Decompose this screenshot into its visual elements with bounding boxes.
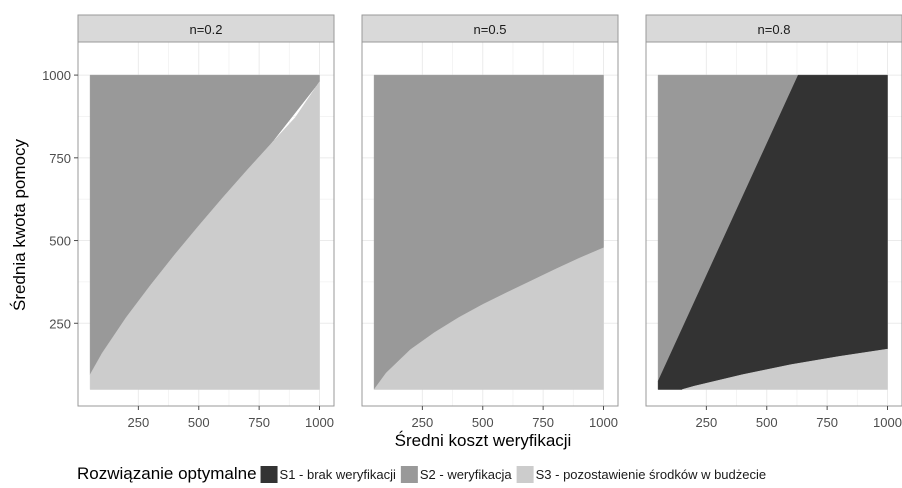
- y-tick-label: 250: [49, 316, 71, 331]
- facet-panel: n=0.5 250 500 750 1000: [361, 14, 619, 430]
- x-tick-label: 250: [412, 415, 434, 430]
- facet-strip-label: n=0.8: [758, 22, 791, 37]
- x-tick-label: 500: [472, 415, 494, 430]
- facet-panel: n=0.2 250 500 750 1000: [77, 14, 335, 430]
- legend-key: [260, 466, 278, 483]
- facet-strip-label: n=0.5: [474, 22, 507, 37]
- legend-title: Rozwiązanie optymalne: [77, 464, 257, 483]
- x-tick-label: 750: [816, 415, 838, 430]
- x-tick-label: 750: [248, 415, 270, 430]
- facet-panel: n=0.8 250 500 750 1000: [645, 14, 902, 430]
- x-tick-label: 1000: [305, 415, 334, 430]
- y-axis-title: Średnia kwota pomocy: [10, 139, 29, 311]
- facet-strip: [77, 14, 335, 43]
- x-tick-label: 250: [696, 415, 718, 430]
- facet-strip: [645, 14, 902, 43]
- region-s3: [89, 80, 320, 390]
- legend: Rozwiązanie optymalne S1 - brak weryfika…: [77, 464, 766, 483]
- legend-item-label: S1 - brak weryfikacji: [280, 467, 396, 482]
- region-s3: [682, 348, 888, 390]
- facet-strip: [361, 14, 619, 43]
- x-tick-label: 1000: [873, 415, 902, 430]
- y-tick-label: 500: [49, 234, 71, 249]
- x-tick-label: 750: [532, 415, 554, 430]
- facet-strip-label: n=0.2: [190, 22, 223, 37]
- legend-item-label: S3 - pozostawienie środków w budżecie: [536, 467, 767, 482]
- legend-key: [516, 466, 534, 483]
- x-tick-label: 1000: [589, 415, 618, 430]
- x-axis-title: Średni koszt weryfikacji: [395, 431, 572, 450]
- y-tick-label: 750: [49, 151, 71, 166]
- y-tick-label: 1000: [42, 68, 71, 83]
- legend-key: [400, 466, 418, 483]
- region-s3: [373, 247, 604, 390]
- x-tick-label: 250: [128, 415, 150, 430]
- legend-item-label: S2 - weryfikacja: [420, 467, 513, 482]
- x-tick-label: 500: [756, 415, 778, 430]
- y-axis: 250 500 750 1000: [42, 68, 78, 331]
- x-tick-label: 500: [188, 415, 210, 430]
